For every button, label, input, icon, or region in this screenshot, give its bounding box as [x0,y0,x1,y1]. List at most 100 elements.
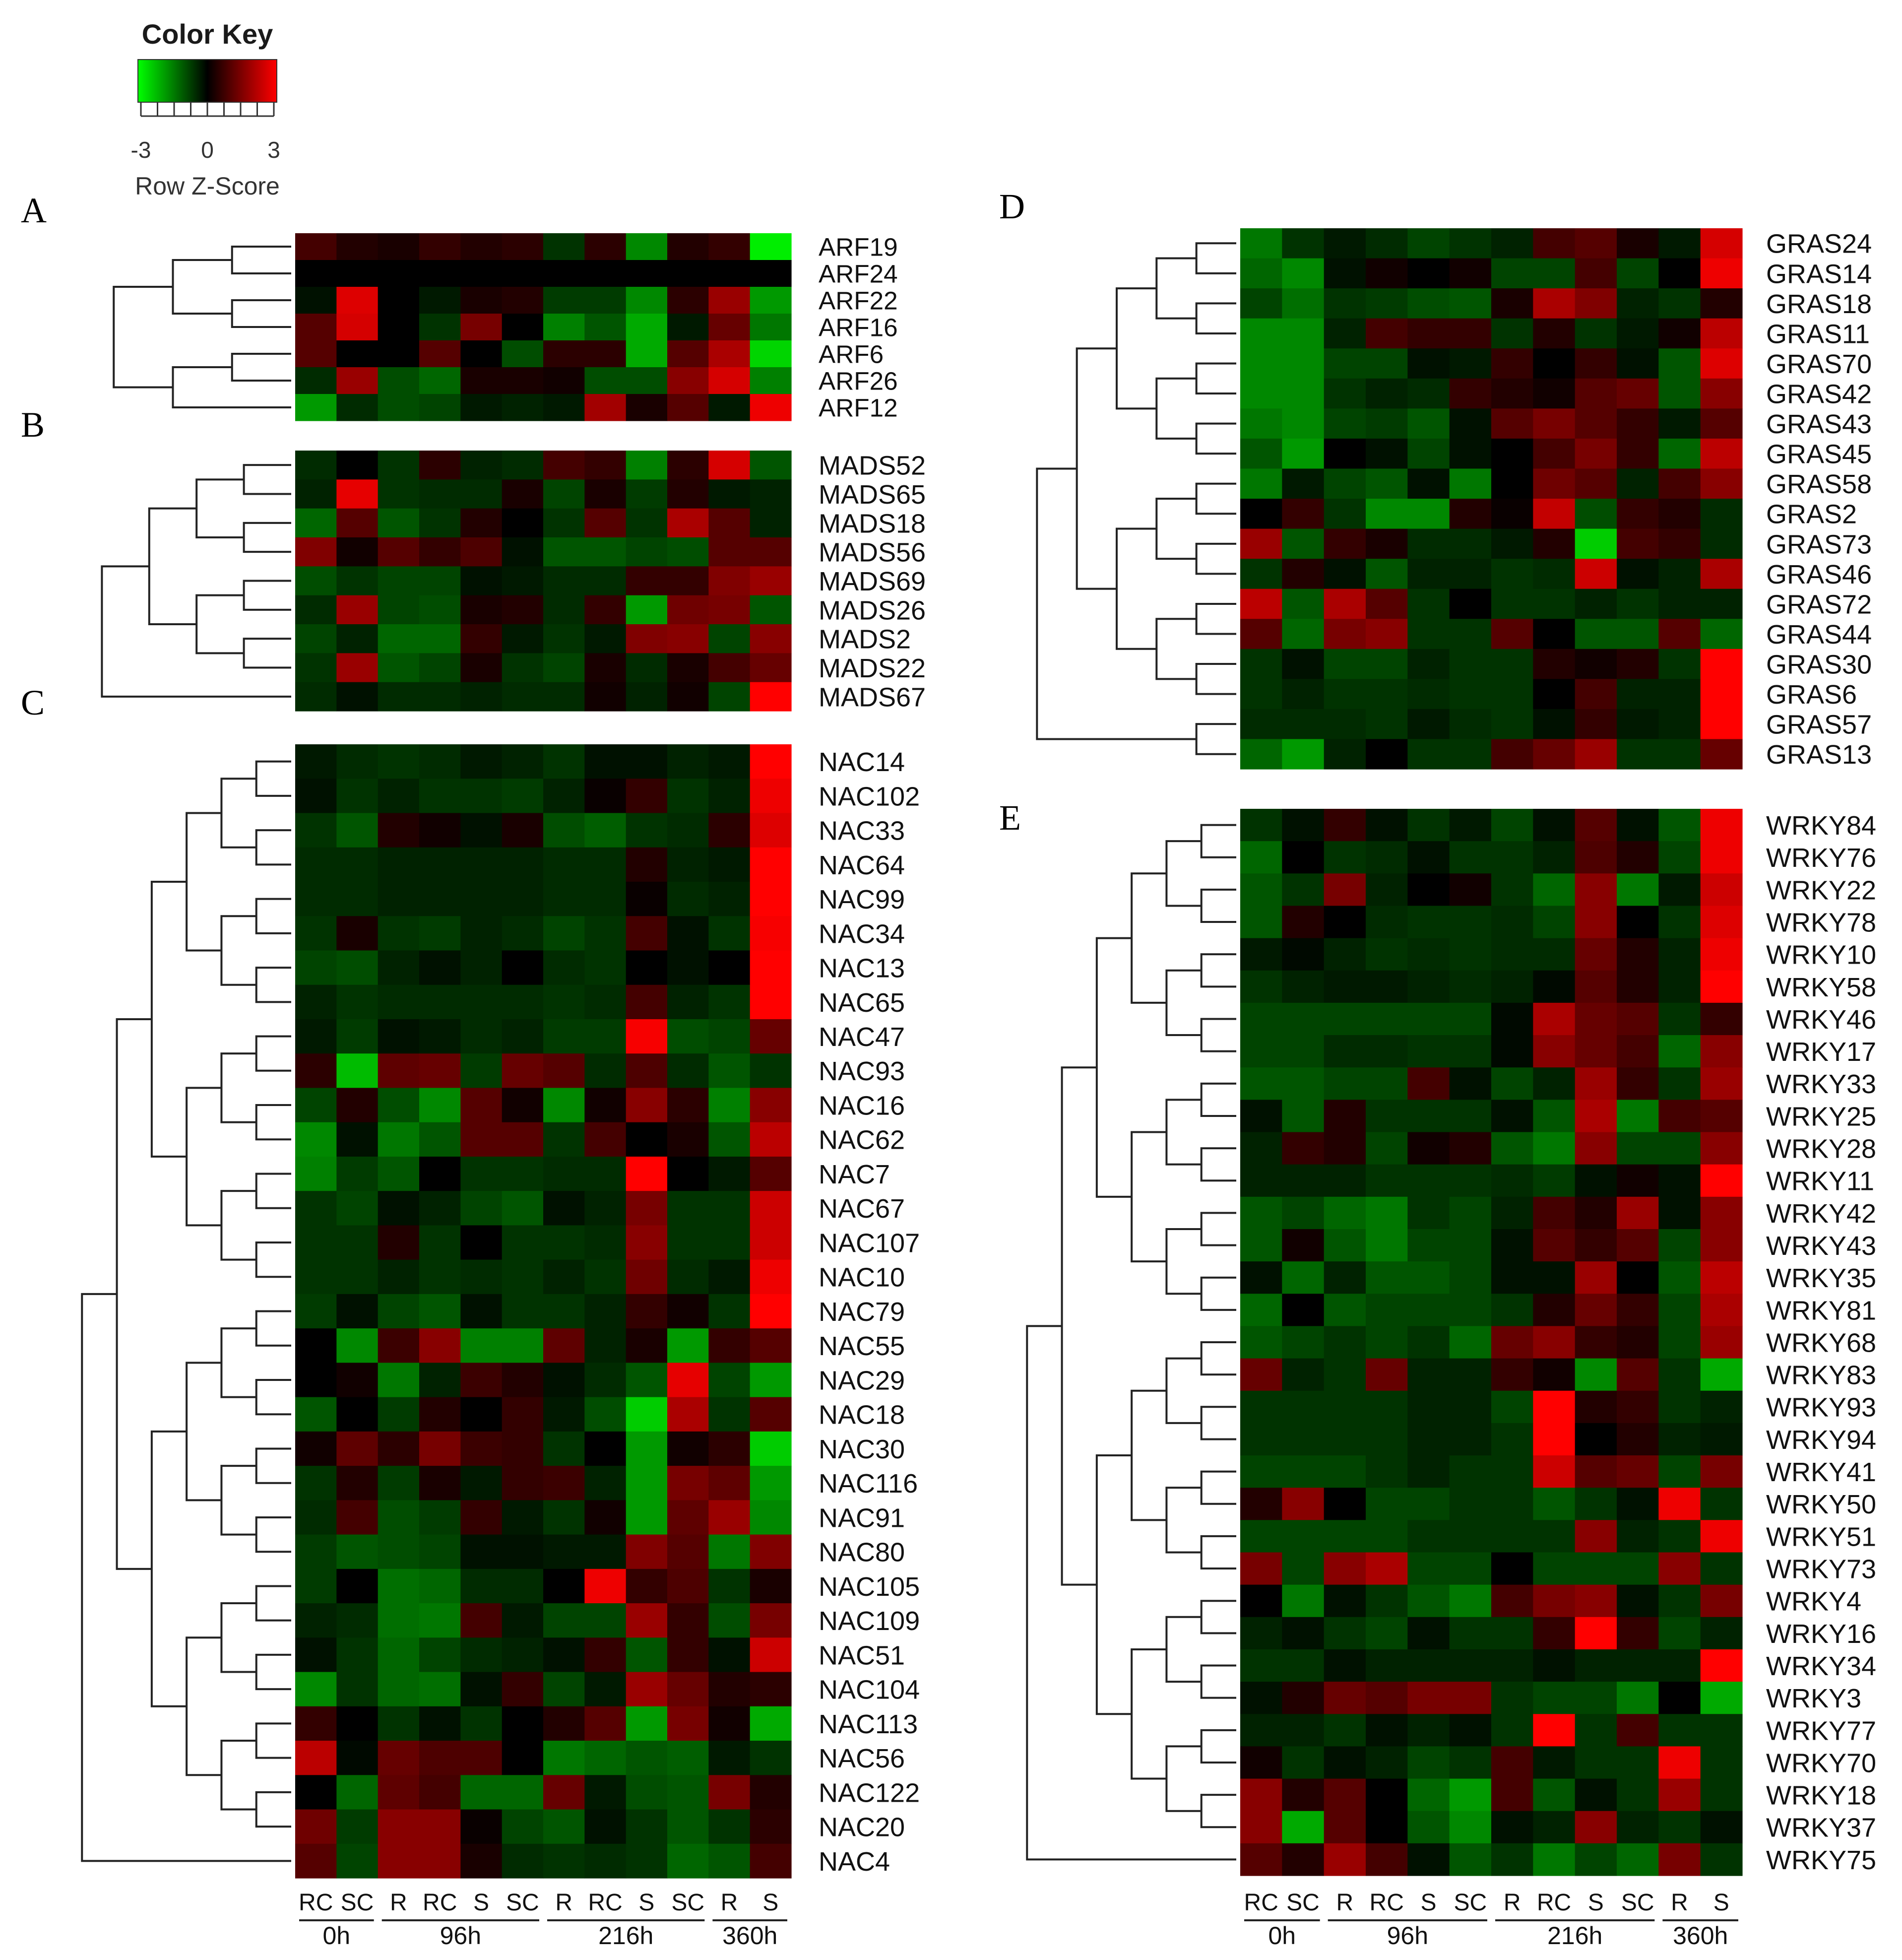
heatmap-cell [1491,499,1533,529]
heatmap-cell [543,1466,585,1501]
heatmap-cell [1533,1584,1576,1618]
heatmap-cell [1617,1714,1659,1747]
heatmap-cell [543,881,585,916]
heatmap-cell [502,847,544,882]
heatmap-cell [1240,1714,1282,1747]
heatmap-cell [1449,1423,1492,1456]
heatmap-cell [1700,378,1743,409]
heatmap-cell [1700,1294,1743,1327]
row-label: NAC4 [819,1847,890,1877]
heatmap-cell [378,682,420,712]
dendrogram-branch [1200,1729,1236,1764]
heatmap-cell [708,1603,751,1638]
heatmap-cell [1491,1649,1533,1682]
heatmap-cell [708,260,751,287]
heatmap-cell [626,1741,668,1775]
heatmap-cell [1324,1035,1366,1068]
heatmap-cell [708,1500,751,1535]
heatmap-cell [502,1466,544,1501]
heatmap-cell [1533,1164,1576,1197]
heatmap-cell [1449,1294,1492,1327]
heatmap-cell [1324,1617,1366,1650]
heatmap-cell [543,595,585,625]
heatmap-cell [1491,1778,1533,1812]
heatmap-cell [543,744,585,779]
heatmap-cell [1575,1617,1617,1650]
heatmap-cell [1366,709,1408,740]
row-label: GRAS45 [1766,440,1872,469]
heatmap-cell [419,1156,461,1191]
heatmap-cell [750,1603,792,1638]
heatmap-cell [1449,1455,1492,1488]
heatmap-cell [1366,1843,1408,1876]
heatmap-cell [1324,1326,1366,1359]
color-key-gradient [137,59,277,103]
heatmap-cell [1533,1196,1576,1230]
heatmap-cell [295,847,337,882]
heatmap-cell [295,1672,337,1707]
dendrogram-b [101,464,291,698]
heatmap-cell [1533,258,1576,289]
heatmap-cell [460,744,503,779]
dendrogram-branch [1116,287,1157,410]
heatmap-cell [1449,1261,1492,1294]
heatmap-cell [1491,970,1533,1003]
heatmap-cell [1491,938,1533,971]
heatmap-cell [1575,619,1617,650]
heatmap-cell [667,233,709,261]
heatmap-cell [1240,1100,1282,1133]
heatmap-cell [336,1328,379,1363]
heatmap-cell [1617,1746,1659,1779]
heatmap-cell [502,1088,544,1123]
heatmap-cell [584,1466,627,1501]
heatmap-cell [460,1019,503,1054]
heatmap-cell [750,314,792,341]
heatmap-cell [1617,906,1659,939]
heatmap-cell [1366,809,1408,842]
heatmap-cell [1658,1811,1701,1844]
heatmap-cell [336,1053,379,1089]
heatmap-cell [1491,1843,1533,1876]
heatmap-cell [584,566,627,596]
heatmap-cell [1658,318,1701,349]
heatmap-cell [1617,1617,1659,1650]
heatmap-cell [336,1706,379,1741]
heatmap-cell [750,1637,792,1673]
heatmap-cell [1282,1682,1325,1714]
heatmap-cell [1449,528,1492,559]
row-label: MADS65 [819,480,926,510]
heatmap-cell [419,1568,461,1604]
heatmap-cell [750,624,792,653]
heatmap-cell [584,813,627,848]
heatmap-cell [750,744,792,779]
heatmap-cell [419,479,461,509]
heatmap-cell [1700,1649,1743,1682]
heatmap-cell [667,653,709,683]
heatmap-cell [708,950,751,985]
heatmap-cell [667,984,709,1020]
heatmap-panel-d: GRAS24GRAS14GRAS18GRAS11GRAS70GRAS42GRAS… [1036,228,1872,770]
heatmap-cell [1700,679,1743,710]
heatmap-cell [460,1637,503,1673]
heatmap-cell [1658,528,1701,559]
heatmap-cell [1658,1294,1701,1327]
heatmap-cell [1575,1488,1617,1520]
heatmap-cell [667,394,709,421]
heatmap-cell [667,451,709,480]
heatmap-cell [1491,559,1533,589]
row-label: WRKY83 [1766,1361,1876,1390]
heatmap-cell [1407,1682,1450,1714]
row-label: NAC67 [819,1194,905,1224]
heatmap-cell [378,233,420,261]
heatmap-cell [336,1191,379,1226]
heatmap-cell [419,1466,461,1501]
heatmap-cell [708,744,751,779]
heatmap-cell [1700,1390,1743,1424]
heatmap-cell [543,479,585,509]
heatmap-cell [1407,1035,1450,1068]
row-label: NAC30 [819,1435,905,1464]
heatmap-cell [1449,1714,1492,1747]
heatmap-cell [1575,906,1617,939]
heatmap-cell [1617,809,1659,842]
heatmap-cell [502,1500,544,1535]
